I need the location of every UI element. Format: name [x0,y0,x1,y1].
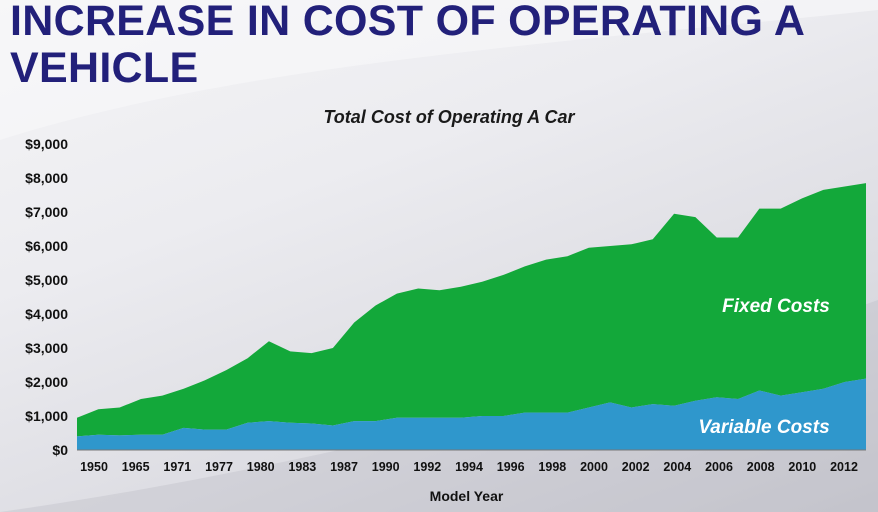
chart-title: Total Cost of Operating A Car [323,107,575,127]
x-axis-title: Model Year [429,488,504,504]
area-variable-costs [77,378,866,450]
area-fixed-costs [77,183,866,437]
y-tick-label: $0 [52,442,68,458]
x-tick-label: 1998 [538,460,566,474]
slide-title: INCREASE IN COST OF OPERATING A VEHICLE [10,0,804,92]
x-tick-label: 1996 [497,460,525,474]
x-tick-label: 1977 [205,460,233,474]
y-tick-label: $2,000 [25,374,68,390]
y-tick-label: $4,000 [25,306,68,322]
x-tick-label: 1987 [330,460,358,474]
x-tick-label: 2000 [580,460,608,474]
x-tick-label: 1950 [80,460,108,474]
x-tick-label: 2006 [705,460,733,474]
x-tick-label: 2004 [663,460,691,474]
y-tick-label: $8,000 [25,170,68,186]
y-tick-label: $6,000 [25,238,68,254]
y-tick-label: $3,000 [25,340,68,356]
x-tick-label: 1992 [413,460,441,474]
x-tick-label: 1983 [288,460,316,474]
x-tick-label: 2012 [830,460,858,474]
x-tick-label: 1965 [122,460,150,474]
x-tick-label: 2010 [788,460,816,474]
y-tick-label: $9,000 [25,136,68,152]
area-label-fixed-costs: Fixed Costs [722,296,830,317]
area-label-variable-costs: Variable Costs [698,417,829,438]
x-tick-label: 1980 [247,460,275,474]
y-tick-label: $7,000 [25,204,68,220]
y-tick-label: $5,000 [25,272,68,288]
x-tick-label: 1994 [455,460,483,474]
x-tick-label: 2008 [747,460,775,474]
x-tick-label: 2002 [622,460,650,474]
y-tick-label: $1,000 [25,408,68,424]
x-tick-label: 1990 [372,460,400,474]
x-tick-label: 1971 [163,460,191,474]
